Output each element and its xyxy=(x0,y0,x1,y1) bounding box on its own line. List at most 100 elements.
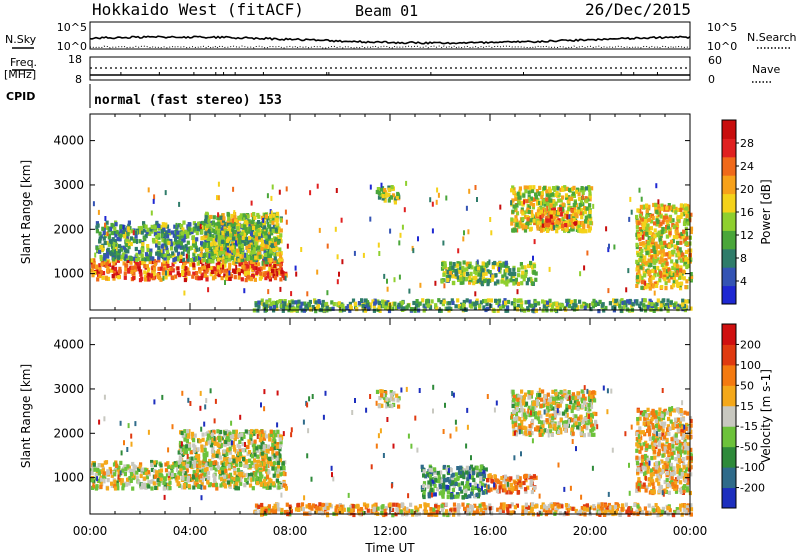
heatmap-cell xyxy=(647,227,651,232)
heatmap-cell xyxy=(164,190,167,196)
heatmap-cell xyxy=(646,241,650,246)
heatmap-cell xyxy=(647,204,651,209)
heatmap-cell xyxy=(682,229,686,234)
heatmap-cell xyxy=(478,304,482,309)
heatmap-cell xyxy=(277,451,281,456)
heatmap-cell xyxy=(159,476,163,482)
heatmap-cell xyxy=(636,264,640,269)
heatmap-cell xyxy=(216,229,221,234)
heatmap-cell xyxy=(233,215,237,220)
heatmap-cell xyxy=(672,272,677,277)
heatmap-cell xyxy=(526,306,530,311)
heatmap-cell xyxy=(172,233,176,238)
heatmap-cell xyxy=(268,437,272,442)
heatmap-cell xyxy=(447,306,451,311)
heatmap-cell xyxy=(167,241,171,246)
heatmap-cell xyxy=(163,256,167,261)
heatmap-cell xyxy=(297,302,301,307)
heatmap-cell xyxy=(97,209,100,215)
heatmap-cell xyxy=(246,229,251,234)
heatmap-cell xyxy=(190,245,194,250)
heatmap-cell xyxy=(505,276,509,281)
heatmap-cell xyxy=(101,468,105,473)
heatmap-cell xyxy=(247,473,252,478)
heatmap-cell xyxy=(145,230,149,235)
heatmap-cell xyxy=(479,273,483,278)
heatmap-cell xyxy=(499,263,503,268)
heatmap-cell xyxy=(184,243,188,249)
heatmap-cell xyxy=(183,234,187,239)
heatmap-cell xyxy=(527,194,531,199)
heatmap-cell xyxy=(152,267,157,272)
heatmap-cell xyxy=(279,233,283,238)
heatmap-cell xyxy=(240,268,244,274)
heatmap-cell xyxy=(645,304,649,309)
heatmap-cell xyxy=(240,432,244,437)
heatmap-cell xyxy=(662,270,666,275)
heatmap-cell xyxy=(397,302,401,307)
heatmap-cell xyxy=(649,259,653,264)
heatmap-cell xyxy=(683,299,687,304)
heatmap-cell xyxy=(134,260,138,265)
heatmap-cell xyxy=(117,249,122,254)
heatmap-cell xyxy=(422,303,426,308)
heatmap-cell xyxy=(146,470,151,475)
heatmap-cell xyxy=(643,306,647,311)
heatmap-cell xyxy=(204,233,208,238)
heatmap-cell xyxy=(199,259,203,264)
heatmap-cell xyxy=(95,470,99,475)
nsky-panel: N.Sky 10^5 10^0 10^5 10^0 N.Search xyxy=(5,21,797,53)
heatmap-cell xyxy=(602,512,607,517)
heatmap-cell xyxy=(527,198,531,203)
heatmap-cell xyxy=(461,280,465,285)
heatmap-cell xyxy=(237,215,241,220)
heatmap-cell xyxy=(210,248,214,253)
heatmap-cell xyxy=(224,228,228,234)
heatmap-cell xyxy=(679,258,683,263)
heatmap-cell xyxy=(294,265,297,271)
heatmap-cell xyxy=(230,255,234,260)
heatmap-cell xyxy=(241,442,245,447)
heatmap-cell xyxy=(238,445,242,450)
heatmap-cell xyxy=(469,304,474,309)
heatmap-cell xyxy=(146,247,150,252)
heatmap-cell xyxy=(178,236,182,241)
heatmap-cell xyxy=(512,279,516,284)
heatmap-cell xyxy=(639,265,643,270)
heatmap-cell xyxy=(206,471,211,476)
heatmap-cell xyxy=(259,445,263,450)
heatmap-cell xyxy=(318,227,321,233)
heatmap-cell xyxy=(263,249,267,255)
heatmap-cell xyxy=(251,274,255,279)
heatmap-cell xyxy=(645,226,649,231)
heatmap-cell xyxy=(675,259,679,264)
heatmap-cell xyxy=(300,247,303,252)
heatmap-cell xyxy=(181,452,185,457)
heatmap-cell xyxy=(116,486,120,491)
heatmap-cell xyxy=(237,457,241,462)
heatmap-cell xyxy=(252,212,256,217)
heatmap-cell xyxy=(325,305,329,310)
heatmap-cell xyxy=(106,266,110,271)
heatmap-cell xyxy=(635,267,639,272)
heatmap-cell xyxy=(141,248,145,253)
heatmap-cell xyxy=(289,509,293,514)
heatmap-cell xyxy=(256,245,261,250)
heatmap-cell xyxy=(456,298,460,303)
heatmap-cell xyxy=(186,249,190,254)
heatmap-cell xyxy=(164,222,168,227)
heatmap-cell xyxy=(191,475,196,480)
heatmap-cell xyxy=(643,222,647,227)
nsearch-trace xyxy=(89,45,691,49)
heatmap-cell xyxy=(532,255,534,261)
heatmap-cell xyxy=(228,466,232,471)
heatmap-cell xyxy=(445,306,449,311)
heatmap-cell xyxy=(215,246,219,251)
heatmap-cell xyxy=(111,237,115,242)
heatmap-cell xyxy=(475,298,479,303)
heatmap-cell xyxy=(517,303,521,308)
heatmap-cell xyxy=(566,222,570,227)
heatmap-cell xyxy=(225,461,229,466)
